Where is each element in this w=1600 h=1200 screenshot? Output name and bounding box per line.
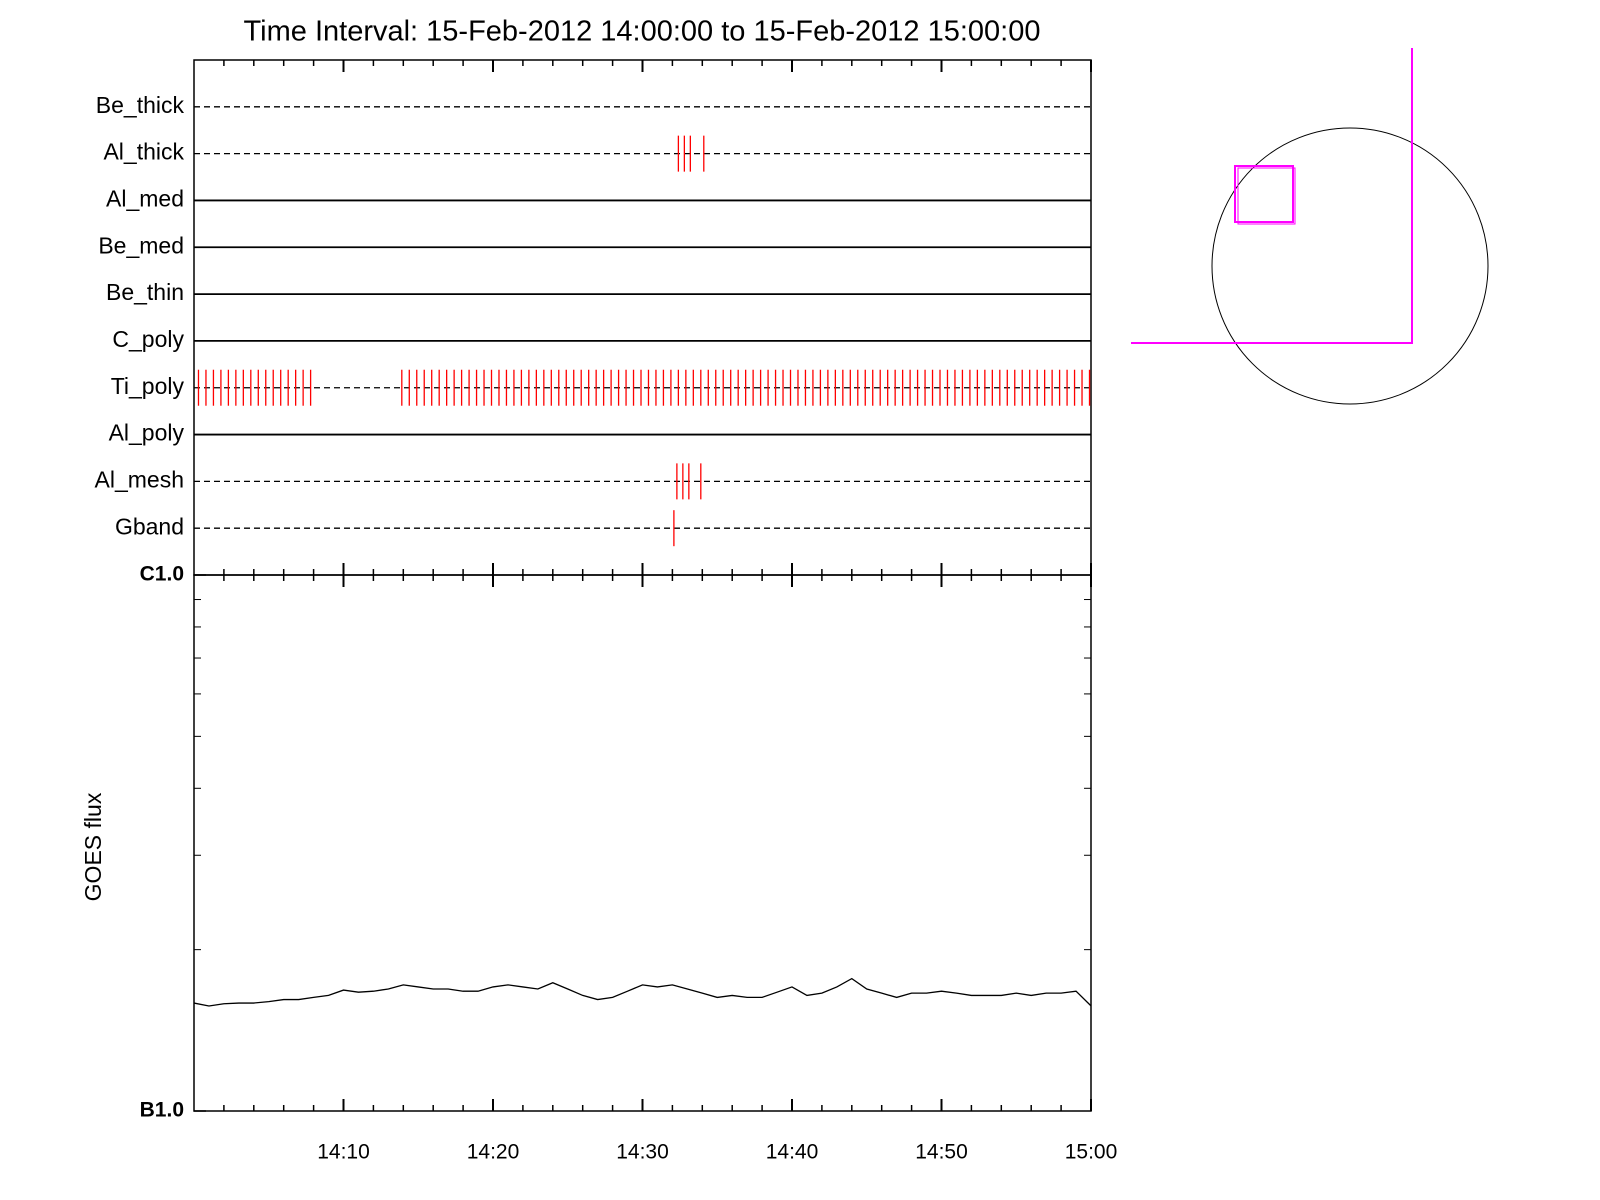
row-label: Be_thin — [106, 279, 184, 305]
x-tick-label: 14:20 — [467, 1141, 520, 1164]
x-tick-label: 14:40 — [766, 1141, 819, 1164]
y-axis-label: GOES flux — [80, 792, 106, 901]
chart-title: Time Interval: 15-Feb-2012 14:00:00 to 1… — [244, 16, 1041, 48]
bottom-panel-frame — [193, 574, 1092, 1112]
row-label: Be_thick — [96, 92, 185, 118]
field-of-view — [1234, 165, 1294, 223]
row-label: Be_med — [98, 232, 184, 258]
x-tick-label: 14:30 — [616, 1141, 669, 1164]
row-label: Gband — [115, 513, 184, 539]
pointing-lines — [1131, 48, 1413, 344]
top-panel-frame — [193, 59, 1092, 576]
goes-flux-line — [193, 977, 1092, 1007]
row-label: Al_poly — [109, 420, 185, 446]
x-tick-label: 14:50 — [915, 1141, 968, 1164]
field-of-view — [1237, 167, 1296, 225]
row-label: Al_thick — [103, 139, 184, 165]
y-tick-label: C1.0 — [140, 563, 184, 586]
x-tick-label: 14:10 — [317, 1141, 370, 1164]
y-tick-label: B1.0 — [140, 1099, 184, 1122]
row-label: Al_mesh — [95, 466, 184, 492]
row-label: Al_med — [106, 186, 184, 212]
row-label: C_poly — [112, 326, 184, 352]
row-label: Ti_poly — [111, 373, 185, 399]
sun-disk — [1211, 127, 1489, 405]
x-tick-label: 15:00 — [1065, 1141, 1118, 1164]
